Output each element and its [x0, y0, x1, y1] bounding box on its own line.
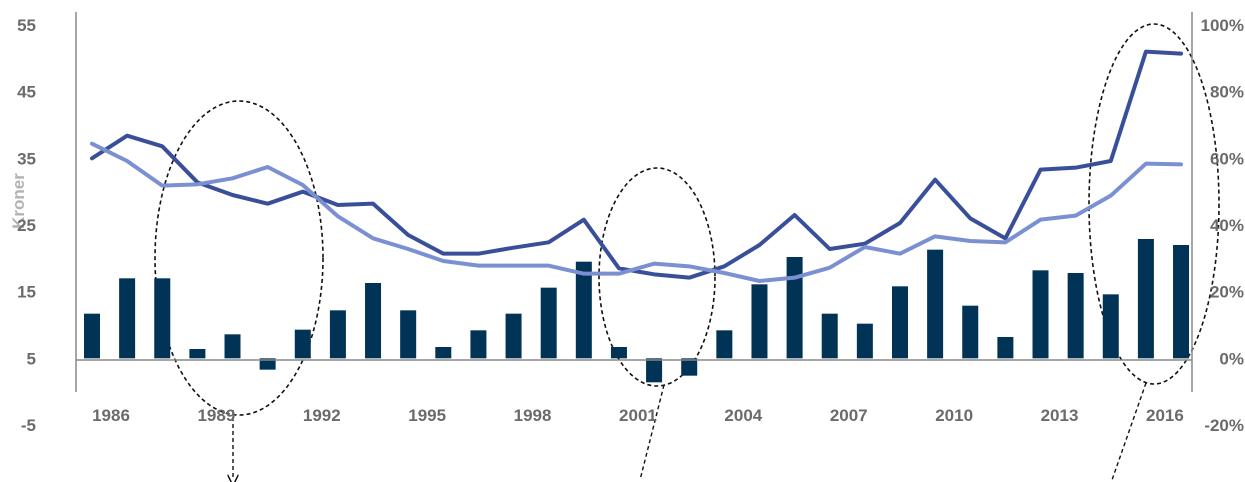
annotation-ellipse-1 — [154, 100, 324, 416]
x-tick-label: 1995 — [408, 406, 446, 425]
y-tick-label: 45 — [17, 83, 36, 102]
bar-2016 — [1137, 239, 1154, 359]
y2-tick-label: 20% — [1210, 283, 1244, 302]
x-tick-label: 2007 — [830, 406, 868, 425]
dark-line-series — [90, 49, 1184, 280]
y-tick-label: 5 — [27, 349, 36, 368]
x-tick-label: 2004 — [724, 406, 762, 425]
x-tick-label: 1992 — [303, 406, 341, 425]
y-tick-label: 35 — [17, 149, 36, 168]
bar-1986 — [84, 313, 100, 359]
bar-2010 — [927, 249, 944, 359]
y2-tick-label: 0% — [1219, 349, 1244, 368]
y2-tick-label: 80% — [1210, 83, 1244, 102]
line-series — [90, 49, 1184, 283]
bar-2002 — [646, 358, 663, 383]
bar-2017 — [1173, 245, 1190, 359]
bar-2011 — [962, 305, 979, 359]
bar-1994 — [365, 283, 382, 359]
bar-series — [84, 239, 1190, 383]
y2-tick-label: -20% — [1204, 416, 1244, 435]
bar-2013 — [1032, 270, 1049, 359]
x-tick-label: 2010 — [935, 406, 973, 425]
tick-labels: Kroner 55 45 35 25 15 5 -5 100% 80% 60% 40% 20% 0% -2… — [9, 16, 1244, 435]
bar-2009 — [891, 286, 908, 359]
bar-1991 — [259, 358, 276, 370]
bar-2004 — [716, 330, 733, 359]
bar-2003 — [681, 358, 698, 376]
x-tick-label: 1989 — [197, 406, 235, 425]
annotation-ellipse-2 — [598, 167, 716, 387]
x-tick-label: 2001 — [619, 406, 657, 425]
y-tick-label: 55 — [17, 16, 36, 35]
axes — [75, 12, 1193, 392]
bar-2001 — [610, 347, 627, 359]
bar-1989 — [189, 349, 206, 359]
bar-1995 — [400, 310, 417, 359]
bar-2014 — [1067, 273, 1084, 359]
x-tick-label: 1986 — [92, 406, 130, 425]
x-tick-label: 2013 — [1041, 406, 1079, 425]
bar-1992 — [294, 329, 311, 359]
y2-tick-label: 100% — [1201, 16, 1244, 35]
bar-2006 — [786, 257, 803, 359]
bar-1999 — [540, 287, 557, 359]
annotation-ellipse-3 — [1088, 23, 1220, 385]
x-tick-label: 2016 — [1146, 406, 1184, 425]
bar-2007 — [821, 313, 838, 359]
annotation-connector-3 — [1111, 382, 1147, 481]
bar-2012 — [997, 337, 1014, 359]
x-tick-label: 1998 — [514, 406, 552, 425]
bar-1987 — [119, 278, 136, 359]
annotation-connector-2 — [639, 384, 665, 481]
y2-tick-label: 40% — [1210, 216, 1244, 235]
light-line-series — [90, 141, 1184, 283]
bar-2005 — [751, 284, 768, 359]
bar-2008 — [856, 323, 873, 359]
y2-tick-label: 60% — [1210, 149, 1244, 168]
bar-2000 — [575, 261, 592, 359]
bar-1998 — [505, 313, 522, 359]
y-tick-label: 15 — [17, 283, 36, 302]
y-tick-label: 25 — [17, 216, 36, 235]
y-axis-title: Kroner — [9, 173, 28, 229]
bar-1996 — [435, 347, 452, 359]
bar-2015 — [1102, 294, 1119, 359]
bar-1988 — [154, 278, 171, 359]
y-tick-label: -5 — [21, 416, 36, 435]
annotation-layer — [154, 23, 1220, 481]
bar-1993 — [329, 310, 346, 359]
bar-1990 — [224, 334, 241, 359]
bar-1997 — [470, 330, 487, 359]
